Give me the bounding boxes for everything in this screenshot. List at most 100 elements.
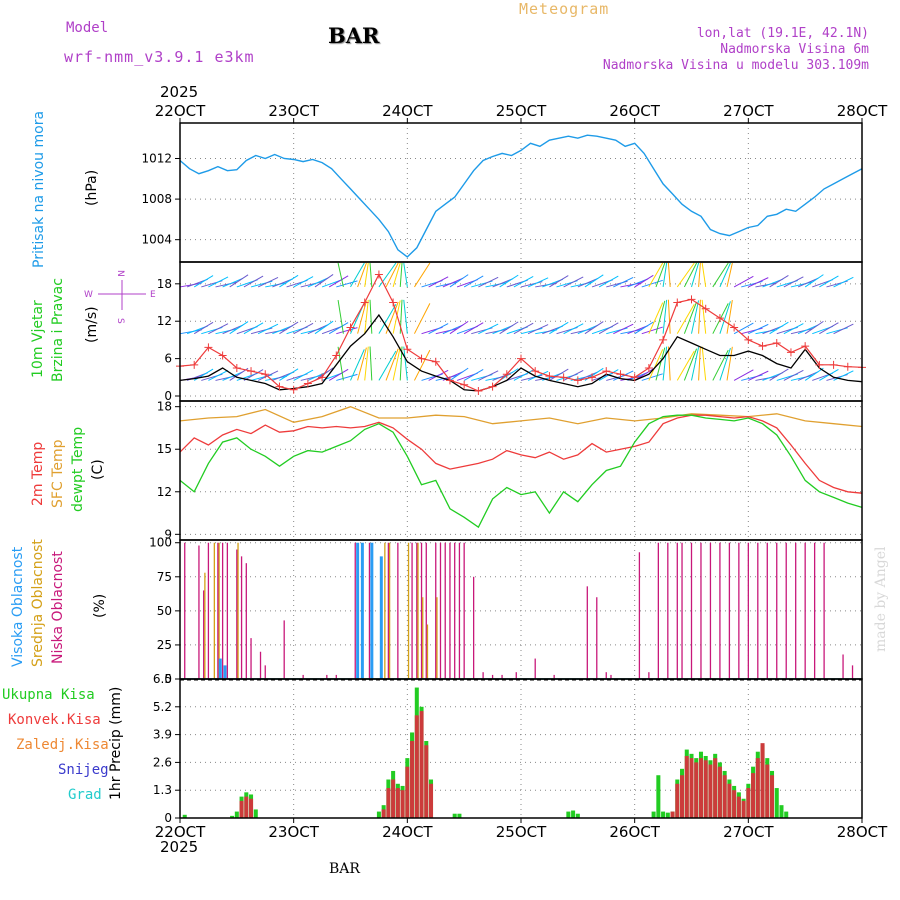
wind-vector-2-180: [265, 375, 287, 381]
precip-bar-0-2: [234, 811, 239, 818]
legend-total-rain: Ukupna Kisa: [2, 687, 95, 703]
wind-vector-1-1290: [790, 328, 813, 335]
gust-marker-15: [389, 298, 398, 307]
precip-bar-1-23: [713, 758, 718, 818]
gust-marker-46: [829, 360, 838, 369]
xtick-label-bottom-1: 23OCT: [268, 823, 319, 841]
wind-vector-0-1020: [662, 262, 668, 288]
gust-marker-8: [289, 385, 298, 394]
wind-vector-2-735: [527, 370, 549, 381]
wind-vector-0-210: [279, 274, 299, 288]
wind-vector-2-1035: [667, 346, 671, 381]
wind-vector-1-270: [307, 324, 329, 335]
wind-vector-0-1215: [755, 282, 778, 288]
product-title: Meteogram: [519, 0, 610, 18]
legend-convective-rain: Konvek.Kisa: [8, 712, 101, 728]
wind-vector-1-675: [499, 321, 519, 335]
precip-bar-1-35: [770, 775, 775, 818]
wind-vector-1-1065: [683, 301, 698, 334]
wind-vector-0-840: [577, 277, 599, 288]
wind-vector-0-405: [369, 262, 373, 287]
precip-bar-1-0: [239, 800, 244, 818]
gust-marker-6: [261, 370, 270, 379]
xtick-label-bottom-3: 25OCT: [496, 823, 547, 841]
precip-bar-0-23: [575, 813, 580, 818]
precip-bar-1-15: [675, 783, 680, 818]
year-label-top: 2025: [160, 83, 199, 101]
wind-vector-1-825: [570, 328, 593, 335]
wind-vector-2-1005: [655, 347, 666, 381]
wind-vector-1-165: [257, 323, 279, 335]
wind-vector-1-105: [229, 321, 249, 335]
wind-vector-0-465: [399, 262, 403, 287]
wind-vector-1-1020: [662, 299, 668, 334]
ytick-label-temperature-1: 12: [157, 485, 172, 499]
wind-vector-0-345: [337, 262, 344, 288]
wind-vector-2-1200: [748, 370, 769, 381]
wind-vector-0-930: [620, 282, 643, 288]
wind-vector-1-915: [613, 323, 634, 335]
precip-bar-1-26: [727, 783, 732, 818]
gust-marker-10: [318, 373, 327, 382]
wind-vector-0-1140: [719, 262, 731, 288]
wind-vector-1-1275: [783, 323, 804, 335]
wind-vector-0-1245: [769, 275, 789, 288]
wind-vector-2-165: [257, 370, 279, 381]
xtick-label-top-6: 28OCT: [837, 102, 888, 120]
precip-bar-1-17: [684, 755, 689, 818]
precip-bar-0-6: [253, 809, 258, 818]
precip-bar-1-2: [249, 798, 254, 818]
wind-vector-1-855: [584, 321, 604, 335]
wind-vector-0-90: [222, 277, 244, 288]
xtick-label-top-3: 25OCT: [496, 102, 547, 120]
wind-vector-2-420: [378, 350, 397, 381]
wind-vector-2-90: [222, 371, 244, 381]
wind-vector-2-1275: [783, 369, 804, 381]
wind-vector-0-975: [641, 279, 663, 288]
gust-marker-36: [687, 295, 696, 304]
compass-n: N: [115, 270, 125, 277]
wind-vector-2-1050: [676, 350, 695, 381]
gust-marker-11: [332, 351, 341, 360]
precip-bar-1-30: [746, 788, 751, 818]
precip-bar-1-6: [395, 788, 400, 818]
wind-vector-2-600: [463, 368, 484, 381]
wind-vector-2-75: [215, 375, 238, 381]
wind-vector-2-840: [577, 371, 599, 381]
ytick-label-pressure-1: 1008: [141, 192, 172, 206]
ytick-label-clouds-0: 0: [164, 672, 172, 686]
wind-vector-0-1095: [698, 262, 701, 287]
wind-vector-1-735: [527, 324, 549, 335]
wind-vector-1-885: [598, 322, 619, 335]
wind-vector-1-630: [478, 323, 499, 335]
xtick-label-top-1: 23OCT: [268, 102, 319, 120]
wind-vector-0-435: [385, 262, 399, 288]
wind-vector-1-840: [577, 324, 599, 335]
gust-marker-9: [303, 379, 312, 388]
wind-vector-0-855: [584, 274, 604, 288]
precip-bar-1-11: [419, 711, 424, 818]
gust-marker-47: [843, 362, 852, 371]
wind-vector-1-480: [403, 299, 408, 334]
wind-vector-1-285: [314, 320, 334, 335]
gust-marker-34: [659, 335, 668, 344]
wind-vector-2-1380: [833, 370, 854, 381]
wind-vector-1-1245: [769, 321, 789, 335]
precip-bar-1-24: [717, 766, 722, 818]
wind-vector-2-780: [549, 368, 569, 381]
gust-marker-27: [559, 373, 568, 382]
precip-bar-1-18: [689, 758, 694, 818]
wind-vector-1-960: [634, 321, 654, 335]
precip-bar-0-19: [452, 813, 457, 818]
ytick-label-temperature-0: 9: [164, 527, 172, 541]
ytick-label-precip-0: 0: [164, 811, 172, 825]
wind-vector-1-1110: [701, 299, 707, 334]
precip-bar-0-20: [457, 813, 462, 818]
gust-marker-33: [644, 363, 653, 372]
wind-vector-0-1305: [797, 277, 819, 288]
ytick-label-wind-3: 18: [157, 277, 172, 291]
gust-marker-45: [815, 360, 824, 369]
footer-station: BAR: [329, 861, 360, 877]
ytick-label-pressure-0: 1004: [141, 233, 172, 247]
wind-vector-2-975: [641, 373, 663, 381]
